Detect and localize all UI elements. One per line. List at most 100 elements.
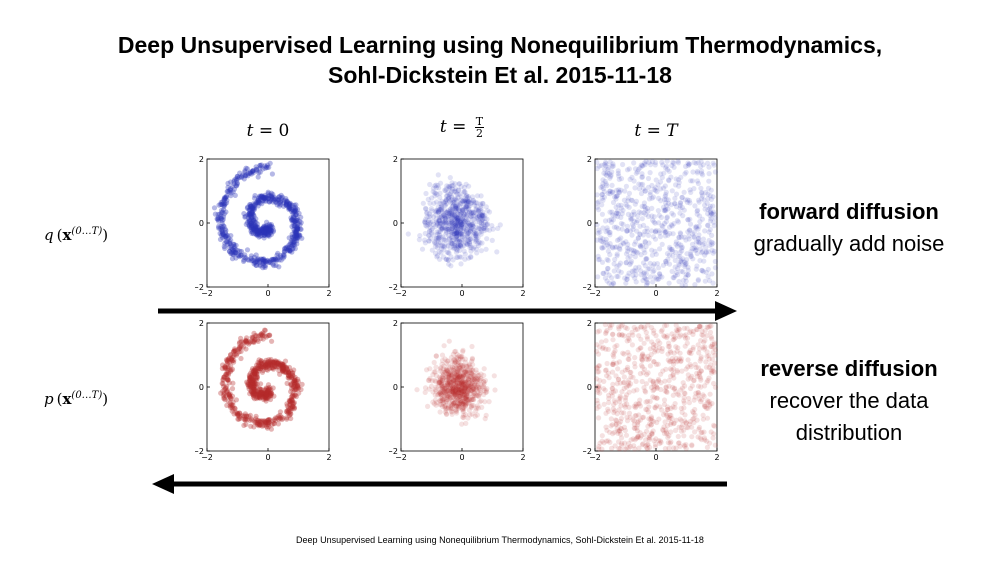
- scatter-point: [466, 220, 472, 226]
- scatter-point: [685, 272, 691, 278]
- scatter-point: [254, 381, 260, 387]
- scatter-point: [263, 391, 269, 397]
- x-tick-label: 0: [459, 453, 464, 462]
- scatter-point: [245, 173, 251, 179]
- scatter-point: [696, 426, 702, 432]
- scatter-point: [594, 376, 600, 382]
- scatter-point: [680, 278, 686, 284]
- scatter-point: [440, 210, 446, 216]
- scatter-point: [662, 419, 668, 425]
- scatter-point: [611, 261, 617, 267]
- scatter-point: [263, 229, 269, 236]
- scatter-point: [444, 193, 450, 199]
- scatter-point: [469, 358, 475, 364]
- scatter-point: [669, 367, 675, 373]
- scatter-point: [677, 230, 683, 236]
- scatter-point: [710, 203, 716, 209]
- scatter-point: [422, 237, 428, 243]
- scatter-point: [459, 405, 466, 411]
- scatter-point: [249, 381, 255, 387]
- scatter-point: [220, 393, 227, 399]
- scatter-point: [650, 344, 656, 351]
- scatter-point: [623, 280, 629, 286]
- scatter-point: [634, 219, 640, 226]
- scatter-point: [422, 205, 429, 211]
- scatter-point: [599, 438, 605, 444]
- scatter-point: [650, 394, 656, 400]
- scatter-point: [682, 443, 688, 449]
- scatter-point: [460, 349, 466, 355]
- scatter-point: [662, 233, 668, 239]
- scatter-point: [266, 225, 272, 232]
- scatter-point: [289, 246, 296, 252]
- scatter-point: [468, 245, 475, 251]
- scatter-point: [238, 413, 244, 419]
- scatter-point: [481, 381, 487, 387]
- scatter-point: [253, 262, 259, 268]
- y-tick-label: 2: [199, 319, 204, 328]
- scatter-point: [439, 242, 445, 248]
- scatter-point: [697, 246, 703, 252]
- scatter-point: [263, 259, 269, 265]
- scatter-point: [260, 260, 266, 267]
- scatter-point: [645, 280, 651, 286]
- scatter-point: [459, 216, 465, 222]
- scatter-point: [251, 388, 257, 395]
- scatter-point: [692, 224, 698, 230]
- scatter-point: [681, 394, 687, 401]
- scatter-point: [226, 235, 232, 241]
- scatter-point: [679, 204, 685, 211]
- scatter-point: [691, 410, 697, 416]
- scatter-point: [469, 387, 475, 393]
- scatter-point: [663, 196, 669, 202]
- scatter-point: [646, 416, 652, 422]
- scatter-point: [278, 360, 284, 367]
- scatter-point: [624, 228, 631, 234]
- scatter-point: [255, 417, 261, 424]
- scatter-point: [469, 356, 475, 362]
- scatter-point: [643, 381, 649, 387]
- scatter-point: [675, 254, 681, 260]
- scatter-point: [708, 208, 714, 214]
- scatter-point: [469, 411, 475, 417]
- scatter-point: [264, 231, 270, 237]
- scatter-point: [602, 166, 608, 172]
- scatter-point: [291, 242, 298, 248]
- scatter-point: [267, 417, 273, 423]
- scatter-point: [695, 160, 701, 166]
- scatter-point: [623, 239, 629, 245]
- scatter-point: [701, 197, 707, 203]
- scatter-point: [456, 353, 462, 359]
- scatter-point: [683, 163, 689, 169]
- scatter-point: [271, 393, 277, 399]
- forward-diffusion-title: forward diffusion: [759, 199, 939, 224]
- scatter-point: [436, 218, 442, 224]
- scatter-point: [266, 419, 272, 425]
- scatter-point: [244, 335, 250, 341]
- scatter-point: [261, 224, 267, 230]
- scatter-point: [252, 380, 258, 387]
- scatter-point: [448, 380, 454, 386]
- scatter-point: [611, 350, 617, 356]
- scatter-point: [609, 445, 615, 451]
- scatter-point: [603, 330, 609, 337]
- scatter-point: [438, 402, 444, 408]
- scatter-point: [680, 269, 686, 275]
- scatter-point: [431, 369, 437, 375]
- scatter-point: [694, 211, 700, 217]
- scatter-point: [228, 193, 234, 199]
- scatter-point: [443, 405, 449, 411]
- scatter-point: [250, 391, 256, 397]
- scatter-point: [676, 179, 682, 186]
- scatter-point: [473, 231, 479, 237]
- scatter-point: [453, 348, 459, 354]
- scatter-point: [218, 199, 224, 205]
- scatter-point: [422, 219, 428, 225]
- scatter-point: [432, 224, 438, 230]
- scatter-point: [610, 189, 616, 196]
- scatter-point: [693, 160, 699, 166]
- scatter-point: [280, 361, 286, 367]
- scatter-point: [685, 197, 691, 203]
- scatter-point: [445, 225, 451, 231]
- scatter-point: [253, 166, 259, 172]
